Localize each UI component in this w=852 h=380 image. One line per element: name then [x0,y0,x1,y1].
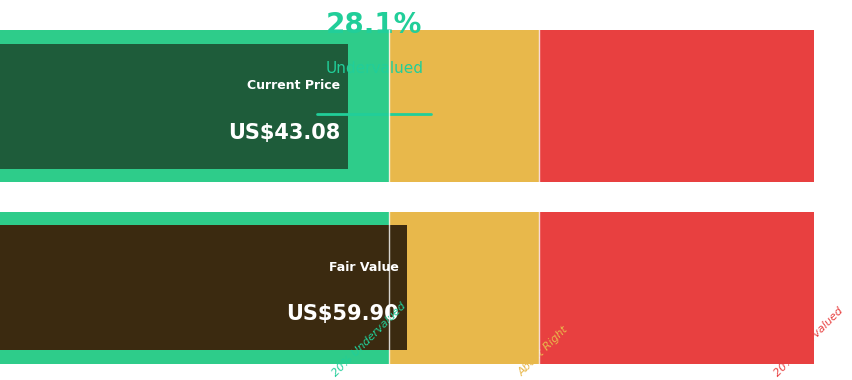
Bar [0,212,389,364]
Bar [0,225,406,350]
Bar [389,212,538,364]
Bar [0,30,389,182]
Bar [0,44,348,169]
Text: 20% Overvalued: 20% Overvalued [772,306,844,378]
Bar [389,30,538,182]
Text: About Right: About Right [516,325,570,378]
Text: 20% Undervalued: 20% Undervalued [331,301,408,378]
Text: US$59.90: US$59.90 [285,304,398,325]
Text: Fair Value: Fair Value [328,261,398,274]
Text: Undervalued: Undervalued [325,60,423,76]
Text: US$43.08: US$43.08 [227,123,340,142]
Bar [538,212,813,364]
Text: Current Price: Current Price [247,79,340,92]
Text: 28.1%: 28.1% [325,11,422,40]
Bar [538,30,813,182]
